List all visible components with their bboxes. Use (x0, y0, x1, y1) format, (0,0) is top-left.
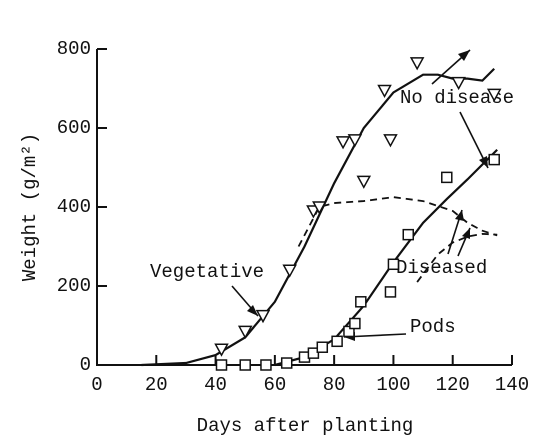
y-tick-label: 400 (57, 196, 91, 218)
square-point (239, 359, 251, 371)
triangle-point (312, 201, 327, 215)
x-tick-label: 60 (263, 374, 286, 396)
y-axis-label: Weight (g/m²) (19, 133, 41, 281)
y-tick-label: 600 (57, 117, 91, 139)
square-point (260, 359, 272, 371)
triangle-point (377, 84, 392, 99)
x-tick-label: 100 (376, 374, 410, 396)
square-point (488, 153, 500, 166)
x-tick-label: 120 (436, 374, 470, 396)
x-axis-label: Days after planting (197, 415, 414, 437)
x-tick-label: 0 (91, 374, 102, 396)
y-tick-label: 800 (57, 38, 91, 60)
triangle-point (282, 264, 297, 278)
triangle-point (486, 88, 502, 102)
triangle-point (383, 134, 398, 148)
annotation: No disease (400, 87, 514, 109)
triangle-point (255, 309, 271, 324)
x-tick-label: 80 (323, 374, 346, 396)
square-point (316, 341, 329, 353)
y-tick-label: 200 (57, 275, 91, 297)
triangle-point (451, 76, 466, 91)
line (297, 196, 498, 247)
square-point (331, 335, 343, 348)
square-point (215, 359, 228, 371)
x-tick-label: 40 (204, 374, 227, 396)
annotation: Vegetative (150, 261, 264, 283)
y-tick-label: 0 (80, 354, 91, 376)
triangle-point (237, 325, 253, 339)
square-point (355, 296, 367, 308)
square-point (441, 171, 453, 184)
triangle-point (214, 343, 229, 357)
square-point (402, 228, 414, 241)
line (416, 232, 498, 283)
square-point (307, 347, 320, 359)
square-point (384, 286, 397, 298)
square-point (280, 357, 293, 369)
square-point (343, 325, 355, 338)
square-point (387, 258, 400, 271)
square-point (349, 317, 361, 330)
triangle-point (356, 175, 372, 189)
annotation: Pods (410, 316, 456, 338)
triangle-point (347, 134, 363, 148)
annotation: Diseased (396, 257, 487, 279)
triangle-point (335, 136, 351, 150)
x-tick-label: 20 (145, 374, 168, 396)
x-tick-label: 140 (495, 374, 529, 396)
triangle-point (409, 57, 425, 71)
